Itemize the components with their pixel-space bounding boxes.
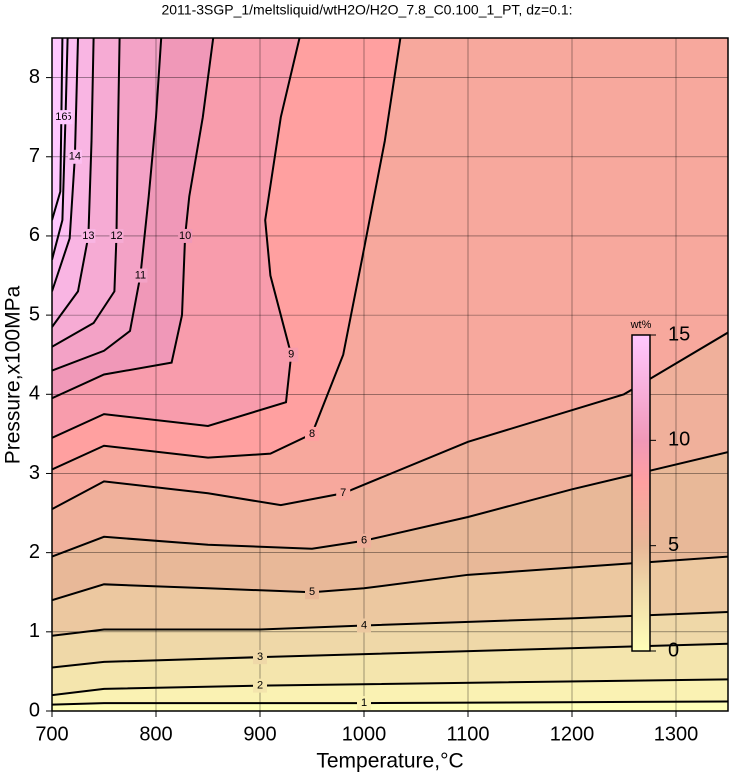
contour-label: 7 <box>340 487 346 499</box>
y-axis-label: Pressure,x100MPa <box>2 285 25 464</box>
contour-label-bg <box>357 696 371 711</box>
contour-line <box>52 700 728 706</box>
contour-label-bg <box>67 149 82 164</box>
contour-label: 10 <box>179 230 191 242</box>
contour-label-bg <box>133 268 148 283</box>
x-tick-label: 1300 <box>654 723 699 745</box>
contour-line <box>52 38 215 400</box>
contour-label-bg <box>336 486 351 501</box>
contour-label: 9 <box>288 349 294 361</box>
colorbar: wt% 0 5 10 15 <box>630 319 691 661</box>
x-tick-label: 800 <box>139 723 172 745</box>
y-tick-label: 5 <box>29 303 40 325</box>
contour-line <box>52 451 728 558</box>
contour-line <box>52 678 728 697</box>
y-tick-label: 4 <box>29 383 40 405</box>
x-tick-label: 900 <box>243 723 276 745</box>
contour-line <box>52 38 69 260</box>
contour-label: 8 <box>309 428 315 440</box>
contour-label-bg <box>284 347 299 362</box>
contour-line <box>52 38 79 292</box>
x-tick-label: 1100 <box>446 723 489 745</box>
contour-layer: 12345678910111213141516 <box>52 38 728 711</box>
x-tick-label: 700 <box>35 723 68 745</box>
contour-line <box>52 38 64 221</box>
contour-label-bg <box>305 426 319 441</box>
contour-label-bg <box>357 618 371 633</box>
plot-frame <box>51 37 729 712</box>
contour-label: 2 <box>257 680 263 692</box>
contour-label: 16 <box>55 111 67 123</box>
contour-label: 11 <box>135 269 146 281</box>
y-tick-label: 8 <box>29 66 40 88</box>
contour-label: 4 <box>361 619 367 631</box>
contour-label: 6 <box>361 535 367 547</box>
contour-label: 13 <box>82 230 94 242</box>
y-tick-label: 2 <box>29 541 40 563</box>
contour-label-bg <box>109 228 124 243</box>
colorbar-scale <box>631 334 651 652</box>
fill-layer <box>52 38 728 711</box>
colorbar-tick-label: 15 <box>668 323 690 345</box>
x-tick-label: 1000 <box>342 723 387 745</box>
contour-label-bg <box>253 650 267 665</box>
y-tick-label: 7 <box>29 145 40 167</box>
contour-label-bg <box>305 585 319 600</box>
y-tick-label: 3 <box>29 462 40 484</box>
y-tick-label: 0 <box>29 699 40 721</box>
contour-line <box>52 611 728 637</box>
contour-label-bg <box>253 678 267 693</box>
contour-label-bg <box>54 110 69 125</box>
y-tick-label: 6 <box>29 224 40 246</box>
contour-line <box>52 38 121 348</box>
colorbar-label: wt% <box>630 319 652 331</box>
colorbar-tick-label: 0 <box>668 639 679 661</box>
contour-line <box>52 331 728 510</box>
x-axis-label: Temperature,°C <box>316 750 463 773</box>
contour-label-bg <box>81 228 96 243</box>
colorbar-tick-label: 10 <box>668 429 690 451</box>
chart-title: 2011-3SGP_1/meltsliquid/wtH2O/H2O_7.8_C0… <box>161 2 572 18</box>
contour-label: 5 <box>309 586 315 598</box>
colorbar-tick-label: 5 <box>668 534 679 556</box>
contour-label: 12 <box>110 230 122 242</box>
contour-label: 14 <box>69 151 81 163</box>
contour-label: 1 <box>361 697 367 709</box>
contour-line <box>52 642 728 669</box>
y-tick-label: 1 <box>29 620 40 642</box>
contour-label-bg <box>357 533 371 548</box>
contour-label: 3 <box>257 651 263 663</box>
x-tick-label: 1200 <box>550 723 595 745</box>
contour-label-bg <box>178 228 193 243</box>
